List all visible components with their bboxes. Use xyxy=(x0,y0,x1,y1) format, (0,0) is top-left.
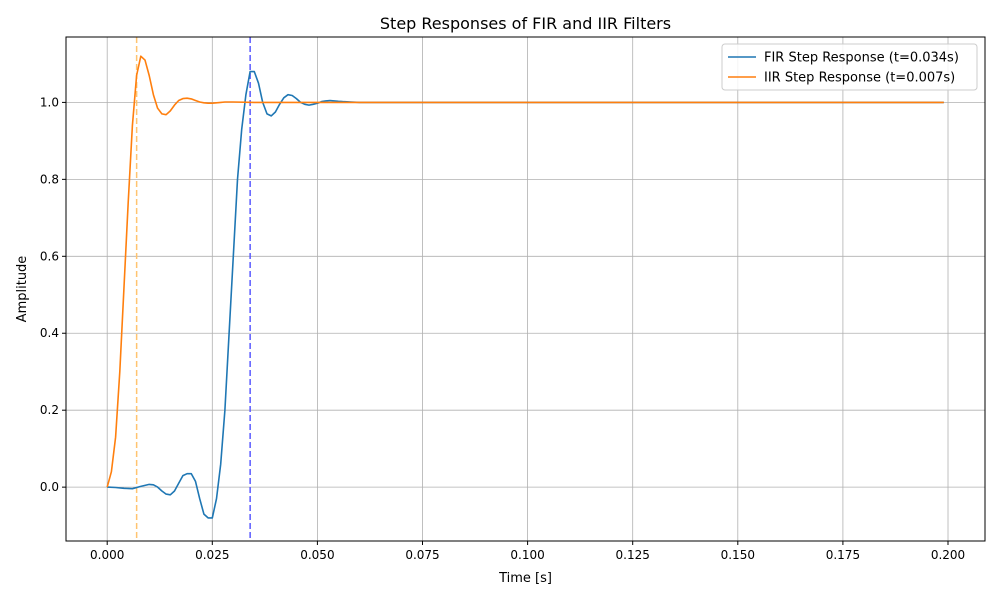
grid xyxy=(66,37,985,541)
plot-frame xyxy=(65,36,986,542)
chart-title: Step Responses of FIR and IIR Filters xyxy=(380,14,671,33)
y-tick-label: 0.6 xyxy=(40,249,59,263)
x-tick-label: 0.000 xyxy=(90,548,124,562)
x-tick-label: 0.025 xyxy=(195,548,229,562)
legend-box xyxy=(721,43,978,91)
x-axis-label: Time [s] xyxy=(498,571,552,586)
plot-series xyxy=(106,55,944,519)
x-tick-label: 0.050 xyxy=(300,548,334,562)
x-tick-label: 0.150 xyxy=(721,548,755,562)
y-tick-label: 0.8 xyxy=(40,172,59,186)
legend-label: FIR Step Response (t=0.034s) xyxy=(764,51,959,66)
legend-label: IIR Step Response (t=0.007s) xyxy=(764,71,955,86)
y-tick-label: 0.0 xyxy=(40,480,59,494)
marker-lines xyxy=(135,37,251,541)
series-line-fir xyxy=(107,70,944,519)
y-tick-label: 0.2 xyxy=(40,403,59,417)
x-tick-label: 0.175 xyxy=(826,548,860,562)
x-tick-label: 0.075 xyxy=(405,548,439,562)
x-tick-label: 0.100 xyxy=(510,548,544,562)
y-tick-label: 1.0 xyxy=(40,95,59,109)
legend: FIR Step Response (t=0.034s) IIR Step Res… xyxy=(721,43,978,91)
x-tick-label: 0.200 xyxy=(931,548,965,562)
series-line-iir xyxy=(106,55,944,488)
y-tick-label: 0.4 xyxy=(40,326,59,340)
x-tick-label: 0.125 xyxy=(616,548,650,562)
axis-ticks: 0.000 0.025 0.050 0.075 0.100 0.125 0.150 0.175… xyxy=(40,95,965,562)
y-axis-label: Amplitude xyxy=(15,256,30,323)
